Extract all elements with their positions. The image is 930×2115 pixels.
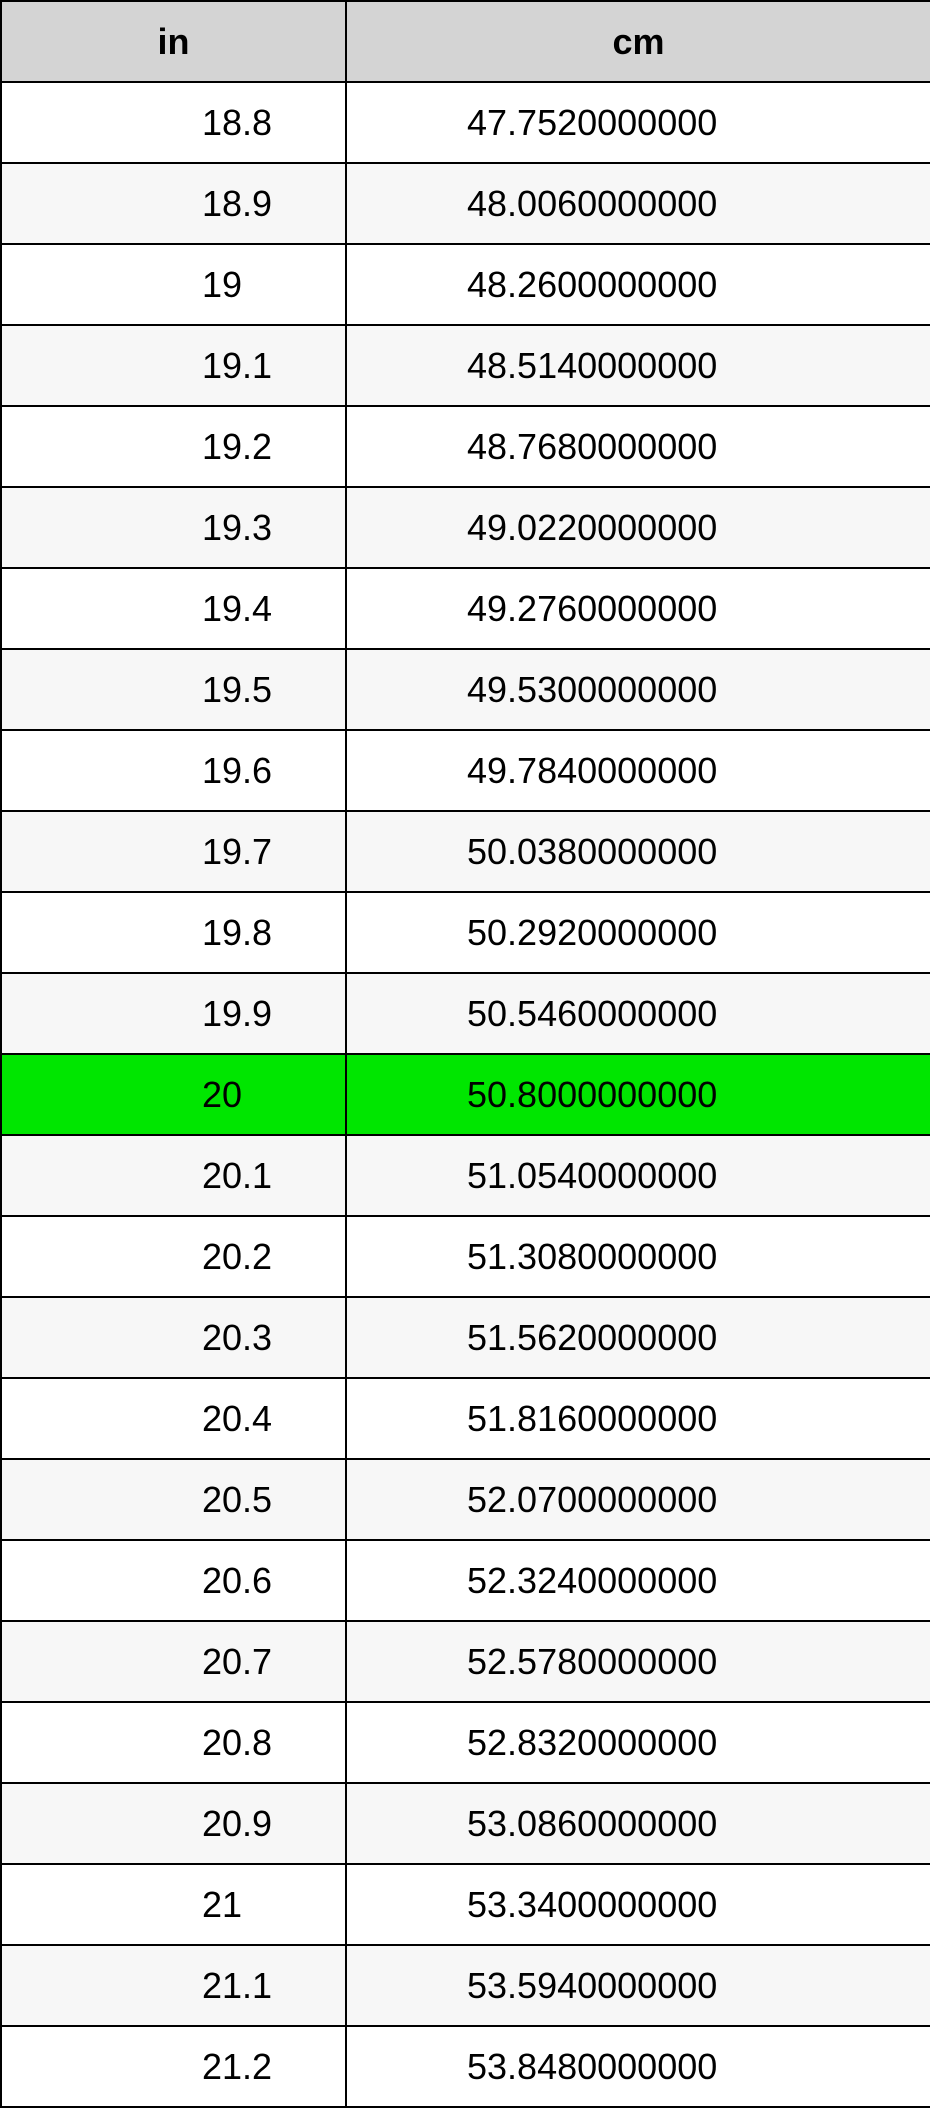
cell-in: 21 (1, 1864, 346, 1945)
cell-cm: 48.7680000000 (346, 406, 930, 487)
cell-cm: 48.2600000000 (346, 244, 930, 325)
cell-cm: 48.5140000000 (346, 325, 930, 406)
cell-in: 20.5 (1, 1459, 346, 1540)
cell-in: 20.2 (1, 1216, 346, 1297)
table-row: 19.349.0220000000 (1, 487, 930, 568)
cell-in: 19.1 (1, 325, 346, 406)
table-row: 19.248.7680000000 (1, 406, 930, 487)
table-row: 20.852.8320000000 (1, 1702, 930, 1783)
cell-cm: 53.0860000000 (346, 1783, 930, 1864)
table-row: 20.451.8160000000 (1, 1378, 930, 1459)
table-row: 1948.2600000000 (1, 244, 930, 325)
cell-in: 19.2 (1, 406, 346, 487)
table-row: 21.153.5940000000 (1, 1945, 930, 2026)
conversion-table: in cm 18.847.752000000018.948.0060000000… (0, 0, 930, 2108)
conversion-table-container: in cm 18.847.752000000018.948.0060000000… (0, 0, 930, 2108)
cell-cm: 49.0220000000 (346, 487, 930, 568)
cell-cm: 53.5940000000 (346, 1945, 930, 2026)
cell-cm: 50.8000000000 (346, 1054, 930, 1135)
cell-in: 19.4 (1, 568, 346, 649)
cell-in: 20.6 (1, 1540, 346, 1621)
cell-in: 20.9 (1, 1783, 346, 1864)
cell-in: 20.8 (1, 1702, 346, 1783)
table-row: 19.649.7840000000 (1, 730, 930, 811)
cell-cm: 50.2920000000 (346, 892, 930, 973)
cell-cm: 51.8160000000 (346, 1378, 930, 1459)
cell-cm: 53.8480000000 (346, 2026, 930, 2107)
cell-in: 19.7 (1, 811, 346, 892)
cell-in: 20.7 (1, 1621, 346, 1702)
cell-in: 21.2 (1, 2026, 346, 2107)
table-header: in cm (1, 1, 930, 82)
table-row: 19.148.5140000000 (1, 325, 930, 406)
cell-in: 21.1 (1, 1945, 346, 2026)
cell-in: 19.6 (1, 730, 346, 811)
table-row: 20.552.0700000000 (1, 1459, 930, 1540)
table-row: 2153.3400000000 (1, 1864, 930, 1945)
cell-cm: 49.7840000000 (346, 730, 930, 811)
cell-cm: 49.2760000000 (346, 568, 930, 649)
cell-in: 19.9 (1, 973, 346, 1054)
table-row: 20.251.3080000000 (1, 1216, 930, 1297)
table-row: 20.151.0540000000 (1, 1135, 930, 1216)
cell-cm: 50.5460000000 (346, 973, 930, 1054)
table-row: 20.351.5620000000 (1, 1297, 930, 1378)
cell-in: 18.9 (1, 163, 346, 244)
table-row: 18.948.0060000000 (1, 163, 930, 244)
table-body: 18.847.752000000018.948.00600000001948.2… (1, 82, 930, 2107)
table-row: 19.750.0380000000 (1, 811, 930, 892)
header-cm: cm (346, 1, 930, 82)
cell-cm: 53.3400000000 (346, 1864, 930, 1945)
table-row: 20.752.5780000000 (1, 1621, 930, 1702)
table-row: 21.253.8480000000 (1, 2026, 930, 2107)
cell-in: 19.5 (1, 649, 346, 730)
table-row: 19.449.2760000000 (1, 568, 930, 649)
table-row: 2050.8000000000 (1, 1054, 930, 1135)
cell-in: 19.3 (1, 487, 346, 568)
cell-in: 20.1 (1, 1135, 346, 1216)
cell-in: 19.8 (1, 892, 346, 973)
header-row: in cm (1, 1, 930, 82)
cell-cm: 52.0700000000 (346, 1459, 930, 1540)
cell-cm: 51.0540000000 (346, 1135, 930, 1216)
header-in: in (1, 1, 346, 82)
table-row: 19.850.2920000000 (1, 892, 930, 973)
table-row: 18.847.7520000000 (1, 82, 930, 163)
cell-in: 20.3 (1, 1297, 346, 1378)
cell-cm: 47.7520000000 (346, 82, 930, 163)
cell-in: 20.4 (1, 1378, 346, 1459)
table-row: 20.652.3240000000 (1, 1540, 930, 1621)
table-row: 19.549.5300000000 (1, 649, 930, 730)
table-row: 19.950.5460000000 (1, 973, 930, 1054)
cell-cm: 50.0380000000 (346, 811, 930, 892)
cell-in: 19 (1, 244, 346, 325)
cell-in: 18.8 (1, 82, 346, 163)
cell-cm: 52.8320000000 (346, 1702, 930, 1783)
cell-cm: 52.3240000000 (346, 1540, 930, 1621)
cell-cm: 51.5620000000 (346, 1297, 930, 1378)
cell-in: 20 (1, 1054, 346, 1135)
cell-cm: 48.0060000000 (346, 163, 930, 244)
cell-cm: 52.5780000000 (346, 1621, 930, 1702)
cell-cm: 49.5300000000 (346, 649, 930, 730)
cell-cm: 51.3080000000 (346, 1216, 930, 1297)
table-row: 20.953.0860000000 (1, 1783, 930, 1864)
